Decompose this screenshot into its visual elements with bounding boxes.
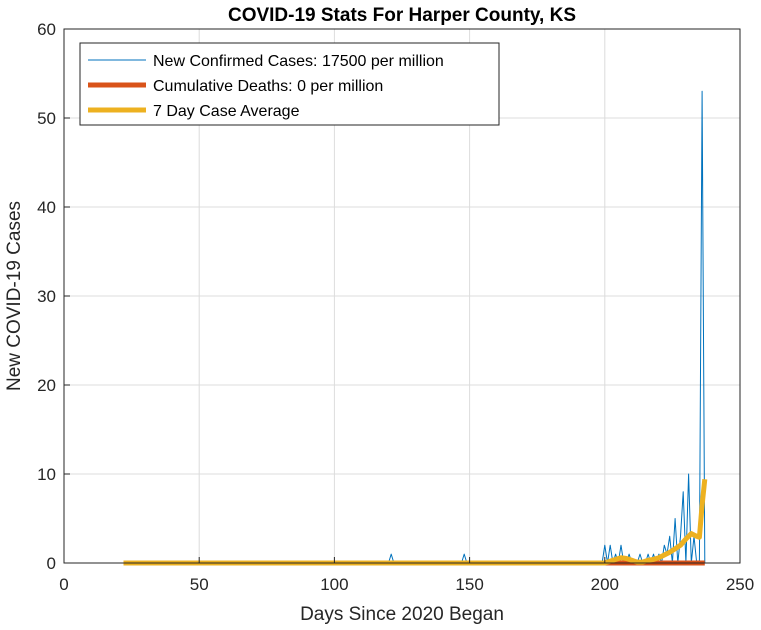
legend-label-deaths: Cumulative Deaths: 0 per million (153, 78, 383, 95)
y-tick-label: 20 (37, 376, 56, 395)
x-tick-label: 200 (591, 575, 619, 594)
x-tick-label: 0 (59, 575, 68, 594)
legend-label-new-cases: New Confirmed Cases: 17500 per million (153, 53, 444, 70)
x-tick-label: 100 (320, 575, 348, 594)
x-tick-label: 150 (455, 575, 483, 594)
y-tick-label: 30 (37, 287, 56, 306)
legend: New Confirmed Cases: 17500 per million C… (79, 42, 500, 126)
y-tick-label: 0 (47, 554, 56, 573)
legend-label-7day-average: 7 Day Case Average (153, 103, 300, 120)
y-tick-label: 50 (37, 109, 56, 128)
legend-box (79, 42, 500, 126)
y-axis-label: New COVID-19 Cases (4, 201, 25, 391)
y-tick-label: 40 (37, 198, 56, 217)
ticks: 0 50 100 150 200 250 0 10 20 30 40 50 60 (37, 20, 754, 594)
x-tick-label: 250 (726, 575, 754, 594)
chart-title: COVID-19 Stats For Harper County, KS (228, 5, 576, 26)
y-tick-label: 60 (37, 20, 56, 39)
x-axis-label: Days Since 2020 Began (300, 604, 504, 625)
x-tick-label: 50 (190, 575, 209, 594)
series-line-7day-average (123, 479, 708, 566)
y-tick-label: 10 (37, 465, 56, 484)
